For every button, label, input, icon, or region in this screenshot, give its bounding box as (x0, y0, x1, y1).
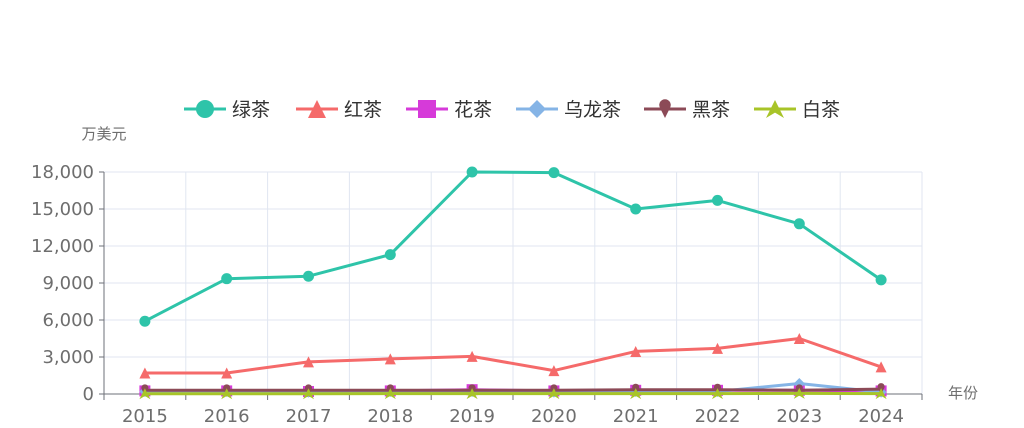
data-point (384, 388, 396, 400)
y-tick-label: 18,000 (31, 162, 94, 183)
legend-marker (528, 100, 546, 118)
y-axis-title: 万美元 (81, 125, 126, 143)
series-1 (139, 166, 887, 327)
series-line (144, 337, 882, 375)
data-point (875, 388, 887, 400)
data-point (303, 356, 314, 368)
legend-label: 花茶 (454, 99, 492, 121)
data-point (139, 315, 151, 327)
data-point (384, 353, 396, 365)
data-point (875, 361, 887, 373)
chart-legend[interactable]: 绿茶 红茶 花茶 乌龙茶 黑茶 白茶 (184, 99, 840, 121)
data-point (466, 166, 478, 178)
legend-marker (308, 100, 326, 118)
legend-label: 绿茶 (232, 99, 270, 121)
legend-label: 白茶 (802, 99, 840, 121)
data-point (630, 203, 642, 215)
data-point (712, 388, 723, 400)
legend-marker (418, 100, 436, 118)
x-tick-label: 2022 (695, 406, 741, 427)
data-point (221, 388, 233, 400)
data-point (712, 194, 723, 206)
series-line (144, 387, 882, 392)
data-point (303, 270, 314, 282)
y-tick-label: 0 (83, 384, 94, 405)
data-point (466, 388, 478, 400)
legend-item[interactable]: 乌龙茶 (516, 99, 621, 121)
data-point (221, 273, 233, 285)
x-tick-label: 2015 (122, 406, 168, 427)
data-point (875, 274, 887, 286)
data-point (793, 218, 805, 230)
x-tick-label: 2019 (449, 406, 495, 427)
legend-marker (766, 100, 784, 118)
data-point (712, 342, 723, 354)
x-axis-title: 年份 (948, 384, 978, 402)
series-line (144, 170, 882, 323)
data-point (548, 167, 560, 179)
data-point (221, 367, 233, 379)
series-2 (139, 333, 887, 379)
data-point (793, 387, 805, 399)
data-point (139, 367, 151, 379)
legend-label: 红茶 (344, 99, 382, 121)
legend-label: 乌龙茶 (564, 99, 621, 121)
series-6 (139, 387, 887, 400)
legend-marker (196, 100, 214, 118)
x-tick-label: 2024 (858, 406, 904, 427)
data-point (548, 365, 560, 377)
x-tick-label: 2023 (776, 406, 822, 427)
data-point (384, 249, 396, 261)
data-point (466, 350, 478, 362)
legend-item[interactable]: 花茶 (406, 99, 492, 121)
x-tick-label: 2020 (531, 406, 577, 427)
y-tick-label: 6,000 (42, 310, 94, 331)
legend-label: 黑茶 (692, 99, 730, 121)
data-point (303, 388, 314, 400)
x-tick-label: 2017 (286, 406, 332, 427)
data-point (548, 388, 560, 400)
data-point (793, 333, 805, 344)
x-tick-label: 2016 (204, 406, 250, 427)
x-tick-label: 2021 (613, 406, 659, 427)
data-point (630, 388, 642, 400)
legend-item[interactable]: 白茶 (754, 99, 840, 121)
legend-item[interactable]: 绿茶 (184, 99, 270, 121)
legend-item[interactable]: 黑茶 (644, 99, 730, 121)
data-point (139, 388, 151, 400)
data-point (630, 345, 642, 357)
x-tick-label: 2018 (367, 406, 413, 427)
legend-marker (659, 99, 671, 118)
y-tick-label: 3,000 (42, 347, 94, 368)
y-tick-label: 15,000 (31, 199, 94, 220)
y-tick-label: 9,000 (42, 273, 94, 294)
y-tick-label: 12,000 (31, 236, 94, 257)
legend-item[interactable]: 红茶 (296, 99, 382, 121)
chart-series (139, 166, 887, 400)
